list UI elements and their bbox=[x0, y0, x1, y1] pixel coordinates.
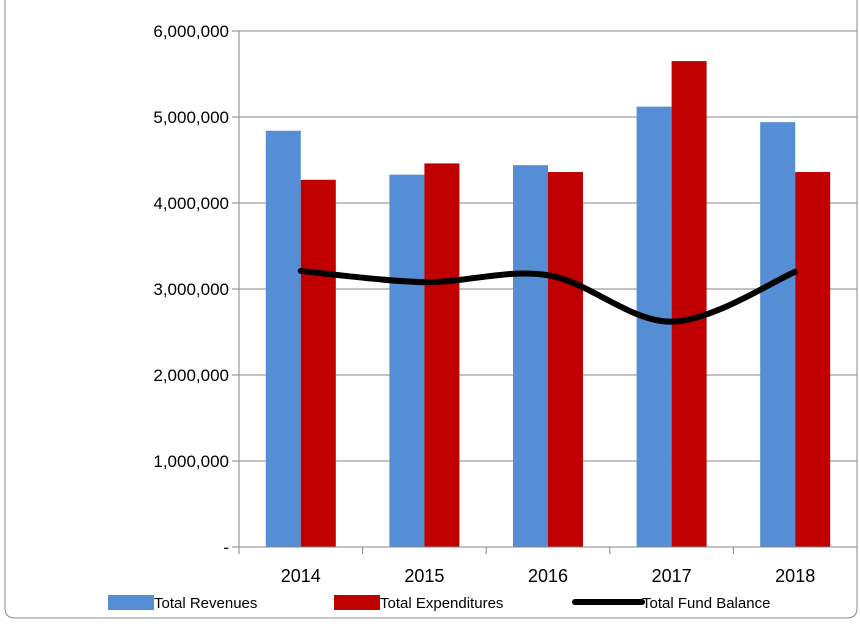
line-total-fund-balance bbox=[297, 267, 799, 325]
bar-total-revenues bbox=[513, 165, 548, 547]
chart-border bbox=[4, 0, 858, 619]
y-tick-label: - bbox=[223, 538, 229, 557]
bar-total-expenditures bbox=[671, 61, 707, 547]
legend-label-total-fund-balance: Total Fund Balance bbox=[642, 595, 770, 612]
legend: Total Revenues Total Expenditures Total Fu… bbox=[108, 595, 770, 612]
axes: - 1,000,000 2,000,000 3,000,000 4,000,000 5,0… bbox=[153, 22, 858, 586]
bar-total-expenditures bbox=[795, 172, 831, 548]
bar-total-expenditures bbox=[424, 163, 460, 547]
bar-total-revenues bbox=[760, 122, 796, 547]
y-tick-label: 3,000,000 bbox=[153, 280, 229, 299]
y-tick-label: 4,000,000 bbox=[153, 194, 229, 213]
x-tick-label: 2017 bbox=[652, 566, 692, 586]
bar-total-expenditures bbox=[548, 172, 583, 548]
bar-total-revenues bbox=[636, 106, 672, 548]
bar-total-revenues bbox=[389, 174, 425, 547]
fund-balance-line-layer bbox=[297, 267, 799, 325]
bars bbox=[265, 61, 831, 548]
y-tick-label: 2,000,000 bbox=[153, 366, 229, 385]
legend-swatch-total-expenditures bbox=[334, 595, 380, 610]
bar-total-expenditures bbox=[300, 179, 336, 547]
x-tick-label: 2016 bbox=[528, 566, 568, 586]
legend-swatch-total-revenues bbox=[108, 595, 154, 610]
x-tick-label: 2018 bbox=[775, 566, 815, 586]
x-tick-label: 2015 bbox=[404, 566, 444, 586]
y-tick-label: 6,000,000 bbox=[153, 22, 229, 41]
bar-total-revenues bbox=[265, 130, 301, 547]
legend-label-total-revenues: Total Revenues bbox=[154, 595, 257, 612]
y-tick-label: 1,000,000 bbox=[153, 452, 229, 471]
y-tick-label: 5,000,000 bbox=[153, 108, 229, 127]
x-tick-label: 2014 bbox=[281, 566, 321, 586]
legend-label-total-expenditures: Total Expenditures bbox=[380, 595, 503, 612]
